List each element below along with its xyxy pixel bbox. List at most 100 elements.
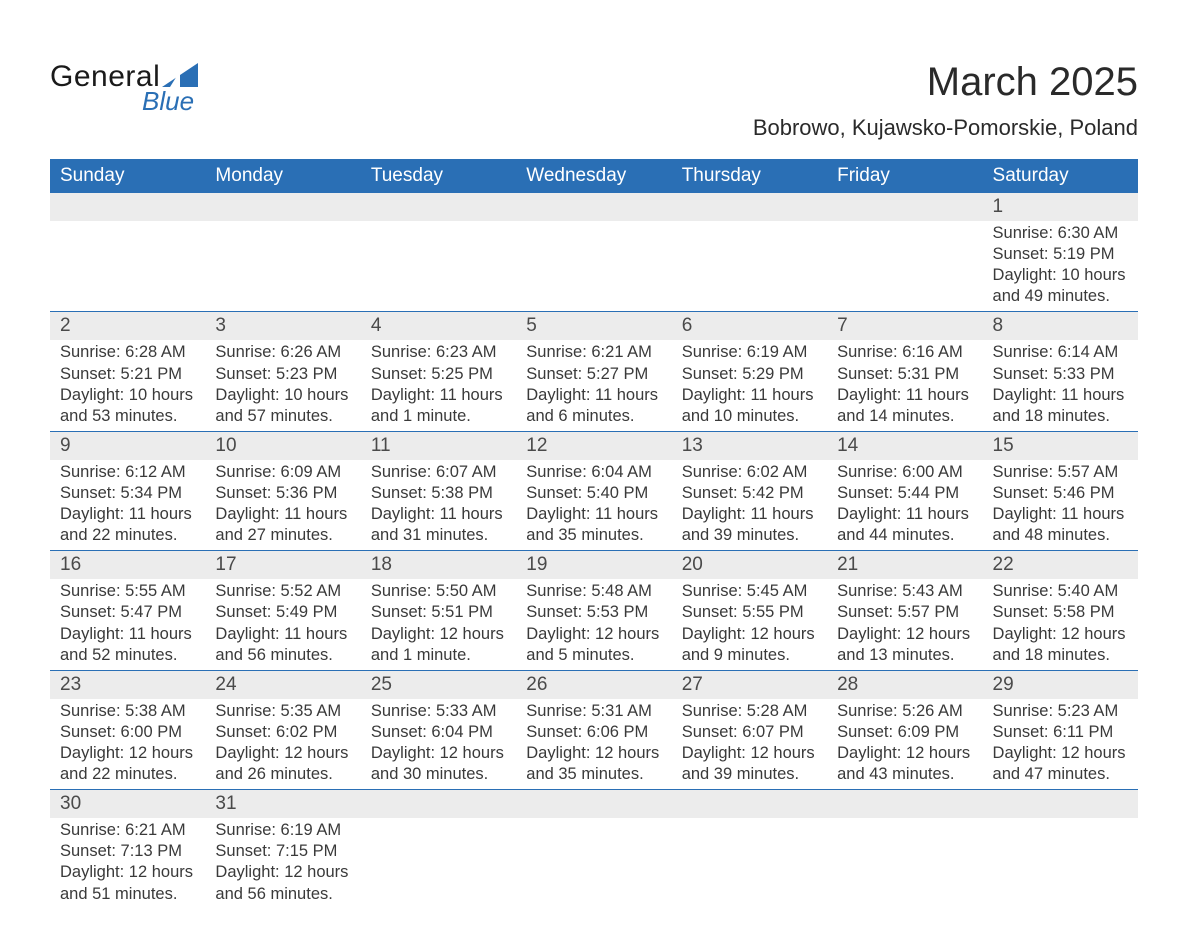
- day-details-cell: Sunrise: 6:19 AMSunset: 5:29 PMDaylight:…: [672, 340, 827, 431]
- day-details-cell: [205, 221, 360, 312]
- detail-line: Sunrise: 5:33 AM: [371, 701, 506, 722]
- day-number-cell: 2: [50, 312, 205, 340]
- detail-line: Sunset: 5:49 PM: [215, 602, 350, 623]
- day-number-cell: 25: [361, 671, 516, 699]
- detail-line: Daylight: 11 hours and 31 minutes.: [371, 504, 506, 546]
- day-number-cell: 10: [205, 432, 360, 460]
- detail-line: Sunset: 5:33 PM: [993, 364, 1128, 385]
- day-number-cell: 28: [827, 671, 982, 699]
- detail-line: Sunset: 5:29 PM: [682, 364, 817, 385]
- detail-line: Sunrise: 6:00 AM: [837, 462, 972, 483]
- day-number-cell: 22: [983, 551, 1138, 579]
- day-details-cell: Sunrise: 5:31 AMSunset: 6:06 PMDaylight:…: [516, 699, 671, 790]
- day-number-row: 3031: [50, 790, 1138, 818]
- detail-line: Sunset: 5:42 PM: [682, 483, 817, 504]
- day-details-cell: Sunrise: 6:00 AMSunset: 5:44 PMDaylight:…: [827, 460, 982, 551]
- detail-line: Sunrise: 6:04 AM: [526, 462, 661, 483]
- detail-line: Sunrise: 6:19 AM: [682, 342, 817, 363]
- detail-line: Sunrise: 5:31 AM: [526, 701, 661, 722]
- day-of-week-header-row: Sunday Monday Tuesday Wednesday Thursday…: [50, 159, 1138, 193]
- detail-line: Sunset: 5:21 PM: [60, 364, 195, 385]
- detail-line: Sunrise: 5:45 AM: [682, 581, 817, 602]
- detail-line: Daylight: 11 hours and 27 minutes.: [215, 504, 350, 546]
- detail-line: Sunrise: 5:55 AM: [60, 581, 195, 602]
- day-details-cell: Sunrise: 6:21 AMSunset: 5:27 PMDaylight:…: [516, 340, 671, 431]
- day-number-cell: [205, 193, 360, 221]
- day-number-cell: 12: [516, 432, 671, 460]
- detail-line: Sunrise: 6:26 AM: [215, 342, 350, 363]
- dow-header: Sunday: [50, 159, 205, 193]
- detail-line: Daylight: 12 hours and 13 minutes.: [837, 624, 972, 666]
- day-details-cell: [672, 221, 827, 312]
- detail-line: Sunrise: 5:52 AM: [215, 581, 350, 602]
- day-number-cell: [516, 193, 671, 221]
- day-details-cell: Sunrise: 6:12 AMSunset: 5:34 PMDaylight:…: [50, 460, 205, 551]
- detail-line: Sunrise: 6:09 AM: [215, 462, 350, 483]
- day-details-row: Sunrise: 6:28 AMSunset: 5:21 PMDaylight:…: [50, 340, 1138, 431]
- detail-line: Sunset: 5:23 PM: [215, 364, 350, 385]
- day-details-cell: [361, 221, 516, 312]
- day-number-cell: 31: [205, 790, 360, 818]
- day-details-cell: [361, 818, 516, 908]
- detail-line: Sunset: 6:02 PM: [215, 722, 350, 743]
- day-details-cell: Sunrise: 6:02 AMSunset: 5:42 PMDaylight:…: [672, 460, 827, 551]
- calendar-table: Sunday Monday Tuesday Wednesday Thursday…: [50, 159, 1138, 909]
- detail-line: Daylight: 11 hours and 10 minutes.: [682, 385, 817, 427]
- detail-line: Sunrise: 5:23 AM: [993, 701, 1128, 722]
- day-number-cell: 13: [672, 432, 827, 460]
- dow-header: Thursday: [672, 159, 827, 193]
- day-details-cell: Sunrise: 6:09 AMSunset: 5:36 PMDaylight:…: [205, 460, 360, 551]
- day-details-cell: Sunrise: 5:33 AMSunset: 6:04 PMDaylight:…: [361, 699, 516, 790]
- day-details-cell: Sunrise: 5:28 AMSunset: 6:07 PMDaylight:…: [672, 699, 827, 790]
- day-number-cell: 23: [50, 671, 205, 699]
- dow-header: Monday: [205, 159, 360, 193]
- detail-line: Daylight: 12 hours and 18 minutes.: [993, 624, 1128, 666]
- logo: General Blue: [50, 60, 198, 117]
- day-number-cell: [983, 790, 1138, 818]
- day-details-cell: Sunrise: 5:55 AMSunset: 5:47 PMDaylight:…: [50, 579, 205, 670]
- dow-header: Tuesday: [361, 159, 516, 193]
- detail-line: Sunrise: 5:48 AM: [526, 581, 661, 602]
- detail-line: Sunset: 5:31 PM: [837, 364, 972, 385]
- detail-line: Daylight: 12 hours and 39 minutes.: [682, 743, 817, 785]
- detail-line: Daylight: 11 hours and 14 minutes.: [837, 385, 972, 427]
- detail-line: Sunrise: 6:21 AM: [60, 820, 195, 841]
- day-details-cell: Sunrise: 6:26 AMSunset: 5:23 PMDaylight:…: [205, 340, 360, 431]
- dow-header: Wednesday: [516, 159, 671, 193]
- detail-line: Daylight: 11 hours and 6 minutes.: [526, 385, 661, 427]
- day-number-row: 16171819202122: [50, 551, 1138, 579]
- detail-line: Daylight: 12 hours and 30 minutes.: [371, 743, 506, 785]
- day-number-cell: [672, 193, 827, 221]
- day-number-cell: [50, 193, 205, 221]
- day-details-row: Sunrise: 6:21 AMSunset: 7:13 PMDaylight:…: [50, 818, 1138, 908]
- day-details-cell: Sunrise: 5:38 AMSunset: 6:00 PMDaylight:…: [50, 699, 205, 790]
- day-details-cell: [516, 221, 671, 312]
- detail-line: Sunrise: 6:07 AM: [371, 462, 506, 483]
- day-number-cell: 30: [50, 790, 205, 818]
- day-number-cell: [672, 790, 827, 818]
- calendar-body: 1Sunrise: 6:30 AMSunset: 5:19 PMDaylight…: [50, 193, 1138, 909]
- day-number-cell: 6: [672, 312, 827, 340]
- detail-line: Sunrise: 6:14 AM: [993, 342, 1128, 363]
- detail-line: Sunset: 5:46 PM: [993, 483, 1128, 504]
- detail-line: Sunrise: 6:19 AM: [215, 820, 350, 841]
- day-number-cell: [361, 790, 516, 818]
- detail-line: Daylight: 10 hours and 57 minutes.: [215, 385, 350, 427]
- logo-triangle-icon: [162, 61, 198, 92]
- detail-line: Sunset: 5:53 PM: [526, 602, 661, 623]
- day-number-cell: 16: [50, 551, 205, 579]
- title-block: March 2025 Bobrowo, Kujawsko-Pomorskie, …: [753, 60, 1138, 141]
- detail-line: Sunrise: 6:28 AM: [60, 342, 195, 363]
- detail-line: Daylight: 10 hours and 53 minutes.: [60, 385, 195, 427]
- detail-line: Daylight: 12 hours and 35 minutes.: [526, 743, 661, 785]
- day-number-cell: 29: [983, 671, 1138, 699]
- detail-line: Sunrise: 6:02 AM: [682, 462, 817, 483]
- detail-line: Daylight: 11 hours and 56 minutes.: [215, 624, 350, 666]
- detail-line: Daylight: 12 hours and 22 minutes.: [60, 743, 195, 785]
- day-details-row: Sunrise: 6:12 AMSunset: 5:34 PMDaylight:…: [50, 460, 1138, 551]
- dow-header: Friday: [827, 159, 982, 193]
- month-title: March 2025: [753, 60, 1138, 105]
- detail-line: Sunrise: 5:40 AM: [993, 581, 1128, 602]
- day-details-cell: [827, 221, 982, 312]
- detail-line: Sunset: 7:15 PM: [215, 841, 350, 862]
